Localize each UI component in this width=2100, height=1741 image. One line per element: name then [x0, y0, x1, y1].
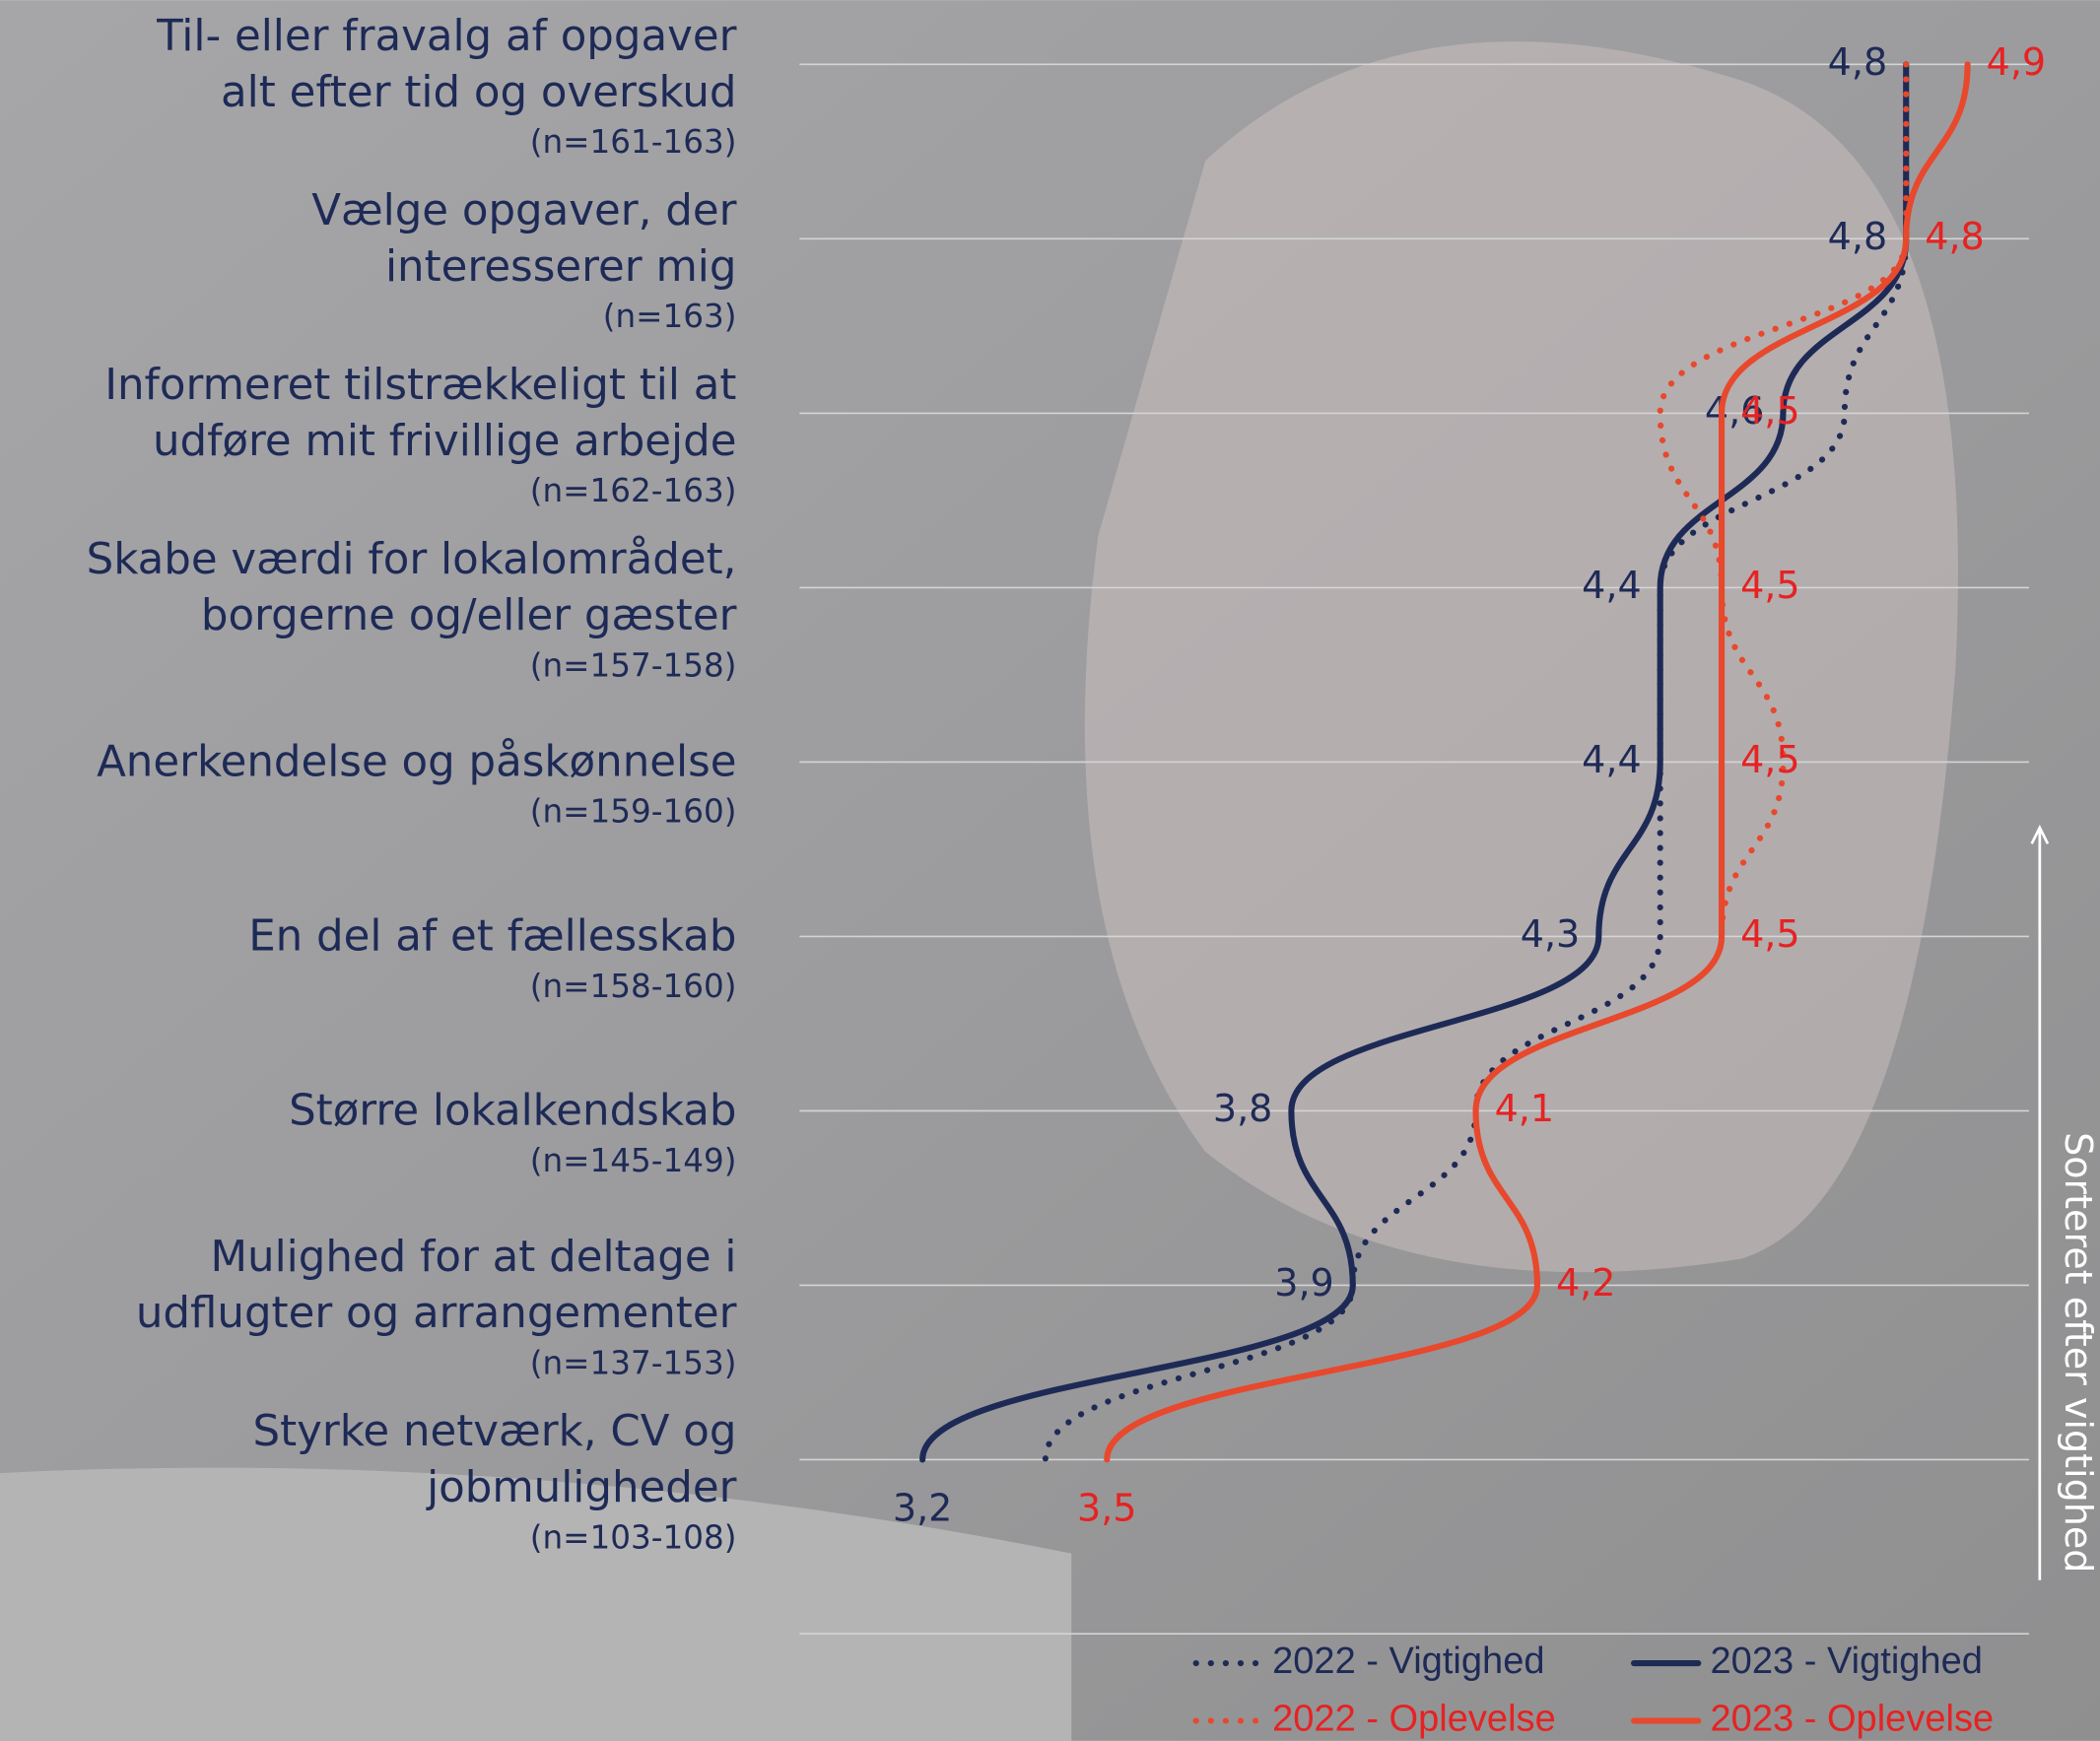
value-label: 4,4: [1582, 564, 1642, 607]
legend-label: 2022 - Vigtighed: [1272, 1641, 1544, 1682]
value-label: 4,8: [1828, 215, 1888, 258]
value-label: 4,4: [1582, 738, 1642, 781]
value-label: 4,5: [1740, 738, 1800, 781]
legend-label: 2022 - Oplevelse: [1272, 1699, 1556, 1740]
value-label: 3,8: [1213, 1087, 1273, 1130]
value-label: 3,5: [1077, 1487, 1137, 1530]
sort-arrow-head: [2030, 824, 2050, 844]
value-label: 4,5: [1740, 389, 1800, 433]
category-label: Større lokalkendskab: [289, 1086, 736, 1135]
series-line: [919, 61, 1910, 1463]
sample-size: (n=161-163): [530, 123, 737, 161]
value-label: 4,5: [1740, 564, 1800, 607]
value-label: 4,3: [1521, 912, 1581, 956]
sample-size: (n=163): [603, 298, 737, 335]
value-label: 3,9: [1274, 1261, 1334, 1305]
series-line: [1104, 61, 1971, 1463]
value-label: 4,5: [1740, 912, 1800, 956]
legend: 2022 - Vigtighed 2023 - Vigtighed 2022 - O…: [1192, 1641, 1995, 1740]
value-label: 4,8: [1828, 40, 1888, 84]
category-label: Anerkendelse og påskønnelse: [97, 737, 736, 786]
value-label: 4,1: [1495, 1087, 1555, 1130]
sample-size: (n=103-108): [530, 1518, 737, 1556]
category-label: Informeret tilstrækkeligt til at udføre m…: [104, 360, 736, 465]
ground: [0, 1467, 1072, 1741]
category-label: Styrke netværk, CV og jobmuligheder: [253, 1406, 737, 1511]
sort-annotation: Sorteret efter vigtighed: [2057, 1132, 2100, 1573]
sample-size: (n=162-163): [530, 472, 737, 509]
value-label: 4,8: [1925, 215, 1985, 258]
sample-size: (n=157-158): [530, 646, 737, 684]
value-label: 4,9: [1987, 40, 2047, 84]
legend-label: 2023 - Vigtighed: [1711, 1641, 1983, 1682]
sample-size: (n=145-149): [530, 1142, 737, 1179]
category-label: Vælge opgaver, der interesserer mig: [311, 185, 736, 291]
figure: [1084, 41, 1958, 1273]
value-label: 3,2: [893, 1487, 953, 1530]
sample-size: (n=158-160): [530, 968, 737, 1005]
category-label: En del af et fællesskab: [248, 911, 736, 961]
category-label: Mulighed for at deltage i udflugter og ar…: [136, 1232, 737, 1337]
legend-label: 2023 - Oplevelse: [1711, 1699, 1995, 1740]
category-label: Skabe værdi for lokalområdet, borgerne og…: [87, 534, 737, 639]
sample-size: (n=137-153): [530, 1344, 737, 1381]
category-label: Til- eller fravalg af opgaver alt efter t…: [156, 11, 737, 116]
value-label: 4,2: [1556, 1261, 1616, 1305]
value-label: 4,6: [1705, 389, 1765, 433]
sample-size: (n=159-160): [530, 793, 737, 831]
